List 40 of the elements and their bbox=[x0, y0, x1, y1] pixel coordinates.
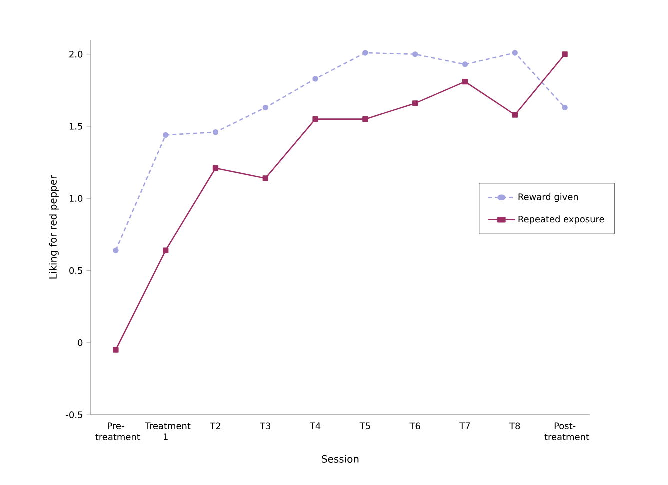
point bbox=[462, 62, 468, 68]
point bbox=[362, 116, 368, 122]
x-tick-label: T2 bbox=[210, 422, 220, 430]
point bbox=[312, 116, 318, 122]
x-tick-label: Post-treatment bbox=[544, 422, 590, 440]
point bbox=[113, 248, 119, 254]
point bbox=[562, 52, 568, 58]
x-axis-title: Session bbox=[322, 455, 359, 463]
point bbox=[163, 132, 169, 138]
x-tick-label: T6 bbox=[410, 422, 420, 430]
x-tick-label: Pre-treatment bbox=[96, 422, 140, 440]
point bbox=[462, 78, 468, 85]
point bbox=[212, 129, 219, 136]
point bbox=[113, 347, 119, 353]
y-tick-label: 1.5 bbox=[70, 123, 82, 130]
legend-label: Reward given bbox=[518, 193, 578, 202]
x-tick-label: T5 bbox=[360, 422, 370, 430]
y-tick-label: 1.0 bbox=[70, 195, 83, 202]
x-tick-label: T8 bbox=[510, 422, 520, 430]
point bbox=[412, 100, 418, 106]
point bbox=[212, 166, 219, 172]
y-tick-label: 0 bbox=[78, 339, 83, 346]
x-tick-label: Treatment 1 bbox=[145, 422, 191, 440]
point bbox=[362, 50, 368, 56]
point bbox=[562, 104, 568, 111]
legend-label: Repeated exposure bbox=[518, 216, 604, 224]
point bbox=[512, 50, 518, 56]
y-tick-label: -0.5 bbox=[66, 412, 82, 418]
x-tick-label: T3 bbox=[260, 422, 271, 430]
point bbox=[163, 248, 169, 254]
point bbox=[262, 176, 268, 182]
point bbox=[512, 112, 518, 118]
y-axis-title: Liking for red pepper bbox=[49, 175, 59, 279]
point bbox=[412, 52, 418, 58]
y-tick-label: 2.0 bbox=[70, 51, 83, 58]
x-tick-label: T4 bbox=[310, 422, 321, 430]
point bbox=[312, 76, 318, 82]
point bbox=[262, 104, 268, 111]
y-tick-label: 0.5 bbox=[70, 267, 82, 274]
x-tick-label: T7 bbox=[460, 422, 470, 430]
